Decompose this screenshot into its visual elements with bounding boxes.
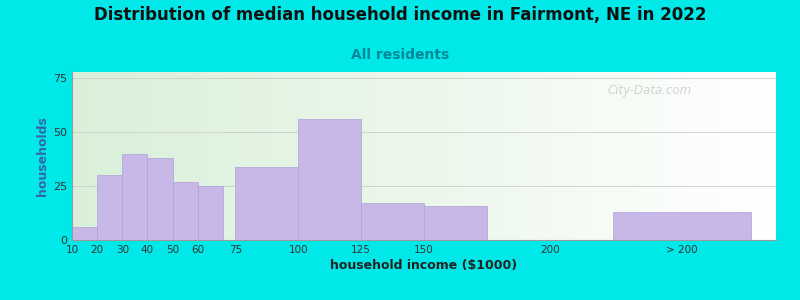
Bar	[147, 158, 173, 240]
X-axis label: household income ($1000): household income ($1000)	[330, 259, 518, 272]
Bar	[97, 176, 122, 240]
Bar	[72, 227, 97, 240]
Bar	[173, 182, 198, 240]
Bar	[613, 212, 751, 240]
Text: All residents: All residents	[351, 48, 449, 62]
Bar	[235, 167, 298, 240]
Y-axis label: households: households	[36, 116, 49, 196]
Bar	[361, 203, 424, 240]
Text: City-Data.com: City-Data.com	[607, 84, 691, 97]
Bar	[424, 206, 487, 240]
Bar	[198, 186, 223, 240]
Text: Distribution of median household income in Fairmont, NE in 2022: Distribution of median household income …	[94, 6, 706, 24]
Bar	[298, 119, 361, 240]
Bar	[122, 154, 147, 240]
